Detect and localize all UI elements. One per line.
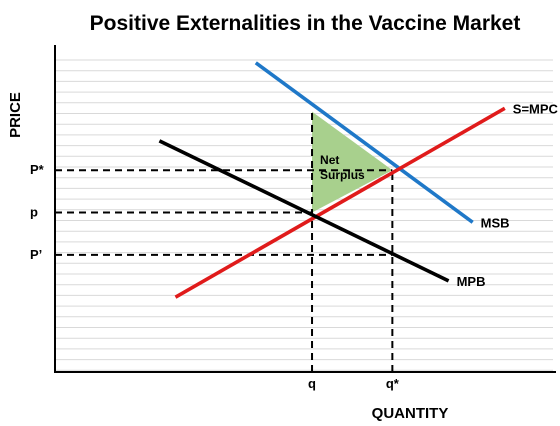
series-line-msb <box>254 61 474 224</box>
regions <box>312 111 393 213</box>
axes <box>54 45 556 373</box>
y-axis-label: PRICE <box>7 92 24 138</box>
series-label-s-mpc: S=MPC <box>513 101 559 116</box>
x-axis-label: QUANTITY <box>372 405 449 422</box>
y-tick-label: P’ <box>30 247 42 262</box>
chart-title: Positive Externalities in the Vaccine Ma… <box>90 12 521 35</box>
x-tick-label: q* <box>386 376 400 391</box>
x-tick-label: q <box>308 376 316 391</box>
series-line-mpb <box>158 139 450 283</box>
y-tick-label: p <box>30 205 38 220</box>
y-tick-label: P* <box>30 162 45 177</box>
series-label-mpb: MPB <box>457 274 486 289</box>
region-label: Net <box>320 153 339 167</box>
net-surplus-region <box>312 111 393 213</box>
region-label: Surplus <box>320 168 365 182</box>
series-line-s-mpc <box>174 106 506 299</box>
series-label-msb: MSB <box>481 215 510 230</box>
series-lines <box>158 61 506 299</box>
